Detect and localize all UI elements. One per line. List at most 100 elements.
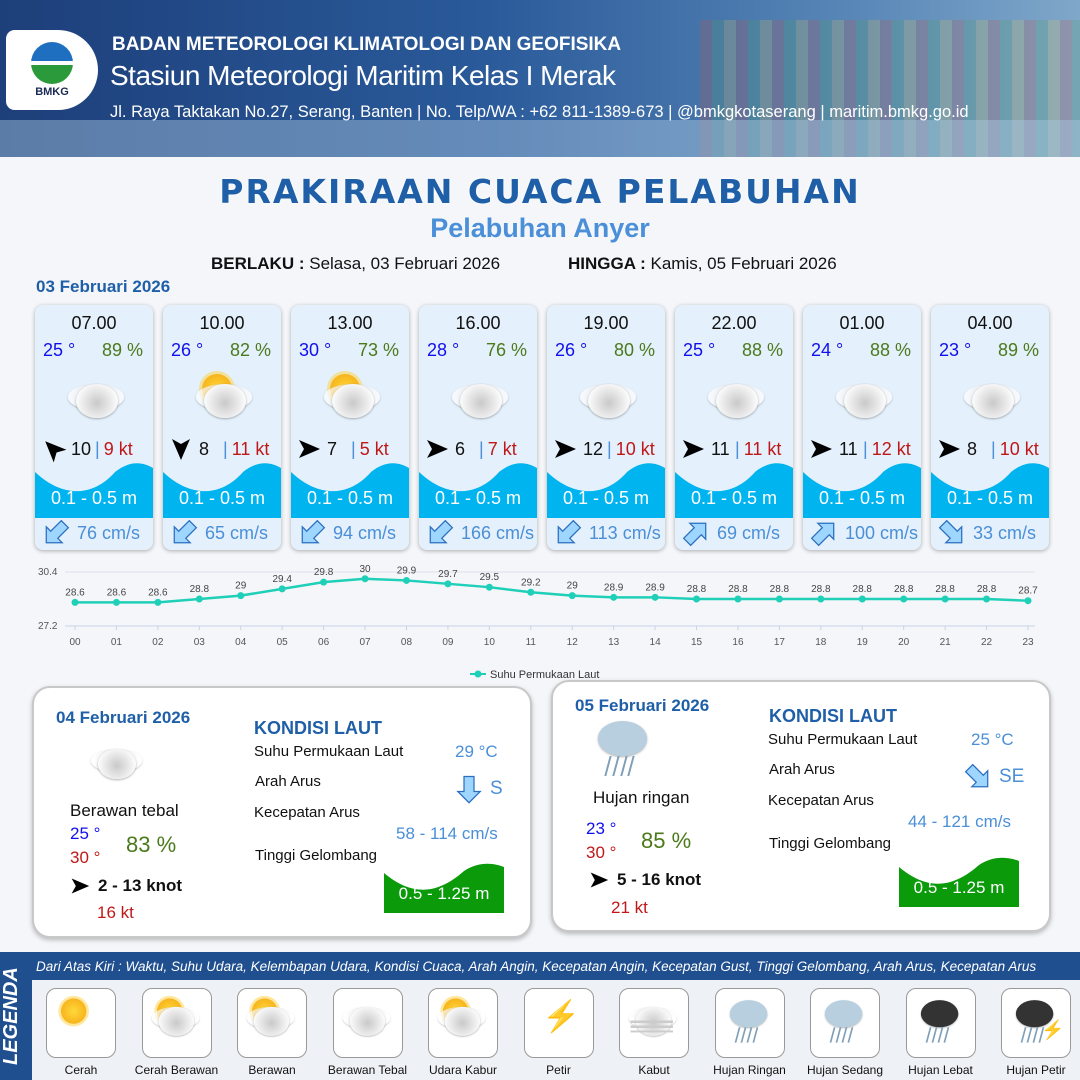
data-point [237, 592, 245, 600]
wave-height-label: Tinggi Gelombang [769, 835, 892, 852]
forecast-card: 01.00 24 ° 88 % 11 | 12 kt 0.1 - 0.5 m 100… [803, 305, 921, 550]
data-label: 29.2 [521, 577, 541, 588]
rain-cloud-icon [598, 720, 647, 756]
current-info: 33 cm/s [937, 518, 1047, 548]
rain-drop-icon [841, 1027, 848, 1043]
day-panel-2: 05 Februari 2026 Hujan ringan 23 ° 30 ° … [551, 680, 1051, 932]
air-temperature: 24 ° [811, 340, 844, 360]
x-tick-label: 11 [526, 637, 537, 648]
rain-drop-icon [829, 1027, 836, 1043]
x-tick-label: 00 [69, 637, 81, 648]
rain-drop-icon [847, 1027, 854, 1043]
wave-graphic [675, 463, 793, 518]
x-tick-label: 14 [650, 637, 662, 648]
legend-label: Suhu Permukaan Laut [490, 669, 599, 681]
separator: | [223, 438, 228, 459]
cloud-icon [98, 748, 137, 780]
x-tick-label: 12 [567, 637, 579, 648]
wave-height: 0.1 - 0.5 m [50, 488, 138, 508]
forecast-card: 04.00 23 ° 89 % 8 | 10 kt 0.1 - 0.5 m 33 c… [931, 305, 1049, 550]
current-direction-arrow-icon [964, 763, 989, 788]
air-temperature: 25 ° [43, 340, 76, 360]
page-title: PRAKIRAAN CUACA PELABUHAN [219, 172, 861, 211]
legend-icon-hujan-lebat [905, 988, 976, 1058]
wind-direction-arrow-icon [555, 440, 576, 458]
data-point [527, 588, 535, 596]
rain-drop-icon [740, 1027, 746, 1043]
data-label: 28.8 [853, 584, 873, 595]
station-name: Stasiun Meteorologi Maritim Kelas I Mera… [110, 60, 616, 91]
panel-temp-min: 23 ° [586, 819, 617, 838]
current-direction: S [454, 774, 503, 804]
rain-drop-icon [937, 1027, 943, 1043]
wave-height: 0.1 - 0.5 m [306, 488, 394, 508]
data-point [195, 595, 203, 603]
air-temperature: 28 ° [427, 340, 460, 360]
wave-graphic [163, 463, 281, 518]
humidity: 89 % [997, 340, 1039, 360]
cloud-icon [844, 384, 886, 418]
humidity: 88 % [741, 340, 783, 360]
current-direction-arrow-icon [173, 519, 198, 544]
x-tick-label: 08 [401, 637, 413, 648]
cloud-icon [716, 384, 758, 418]
weather-icon [444, 370, 516, 425]
air-temperature: 26 ° [171, 340, 204, 360]
legend-label: Cerah Berawan [134, 1063, 219, 1077]
panel-temp-max: 30 ° [586, 843, 617, 862]
separator: | [479, 438, 484, 459]
cloud-icon [460, 384, 502, 418]
port-background-image [700, 20, 1080, 157]
current-info: 76 cm/s [41, 518, 151, 548]
wind-direction-arrow-icon [590, 872, 609, 888]
x-tick-label: 13 [608, 637, 620, 648]
data-point [775, 595, 783, 603]
gust-speed: 11 kt [231, 438, 270, 459]
data-label: 29.5 [480, 572, 500, 583]
x-tick-label: 01 [111, 637, 123, 648]
panel-weather-text: Berawan tebal [70, 801, 179, 820]
rain-drop-icon [931, 1027, 937, 1043]
wind-speed: 11 [839, 438, 858, 459]
data-point [651, 593, 659, 601]
x-tick-label: 21 [940, 637, 952, 648]
wave-height-graphic [384, 863, 504, 913]
panel-temp-min: 25 ° [70, 824, 101, 843]
legend-icon-udara-kabur [428, 988, 498, 1058]
x-tick-label: 03 [194, 637, 206, 648]
rain-drop-icon [1020, 1027, 1027, 1043]
x-tick-label: 09 [442, 637, 454, 648]
humidity: 76 % [485, 340, 527, 360]
wind-direction-arrow-icon [299, 440, 320, 458]
sea-temperature-chart: 30.4 27.2 28.6 00 28.6 01 28.6 02 28.8 03 29 04 29.4… [38, 564, 1038, 681]
data-point [485, 583, 493, 591]
current-info: 113 cm/s [553, 518, 663, 548]
current-info: 65 cm/s [169, 518, 279, 548]
valid-from-date: Selasa, 03 Februari 2026 [309, 254, 501, 273]
gust-speed: 10 kt [999, 438, 1039, 459]
wind-direction-arrow-icon [427, 440, 448, 458]
cloud-icon [76, 384, 118, 418]
bmkg-logo: BMKG [6, 30, 98, 110]
rain-drop-icon [627, 755, 635, 776]
day-panel-1: 04 Februari 2026 Berawan tebal 25 ° 30 °… [32, 686, 532, 938]
panel-weather-icon [583, 714, 655, 776]
wave-height: 0.1 - 0.5 m [690, 488, 778, 508]
series-line [75, 577, 1029, 604]
data-label: 29.8 [314, 567, 334, 578]
forecast-time: 10.00 [199, 313, 245, 333]
weather-icon [60, 370, 132, 425]
x-tick-label: 18 [815, 637, 827, 648]
data-label: 28.8 [190, 584, 210, 595]
x-tick-label: 10 [484, 637, 496, 648]
cloud-icon [972, 384, 1014, 418]
lightning-icon: ⚡ [1041, 1018, 1065, 1041]
data-point [361, 575, 369, 583]
data-point [858, 595, 866, 603]
wave-height-label: Tinggi Gelombang [255, 847, 378, 864]
current-info: 100 cm/s [809, 518, 919, 548]
legend-label: Berawan [248, 1063, 296, 1077]
current-speed: 113 cm/s [589, 522, 661, 543]
x-tick-label: 17 [774, 637, 786, 648]
wind-speed: 7 [327, 438, 338, 459]
